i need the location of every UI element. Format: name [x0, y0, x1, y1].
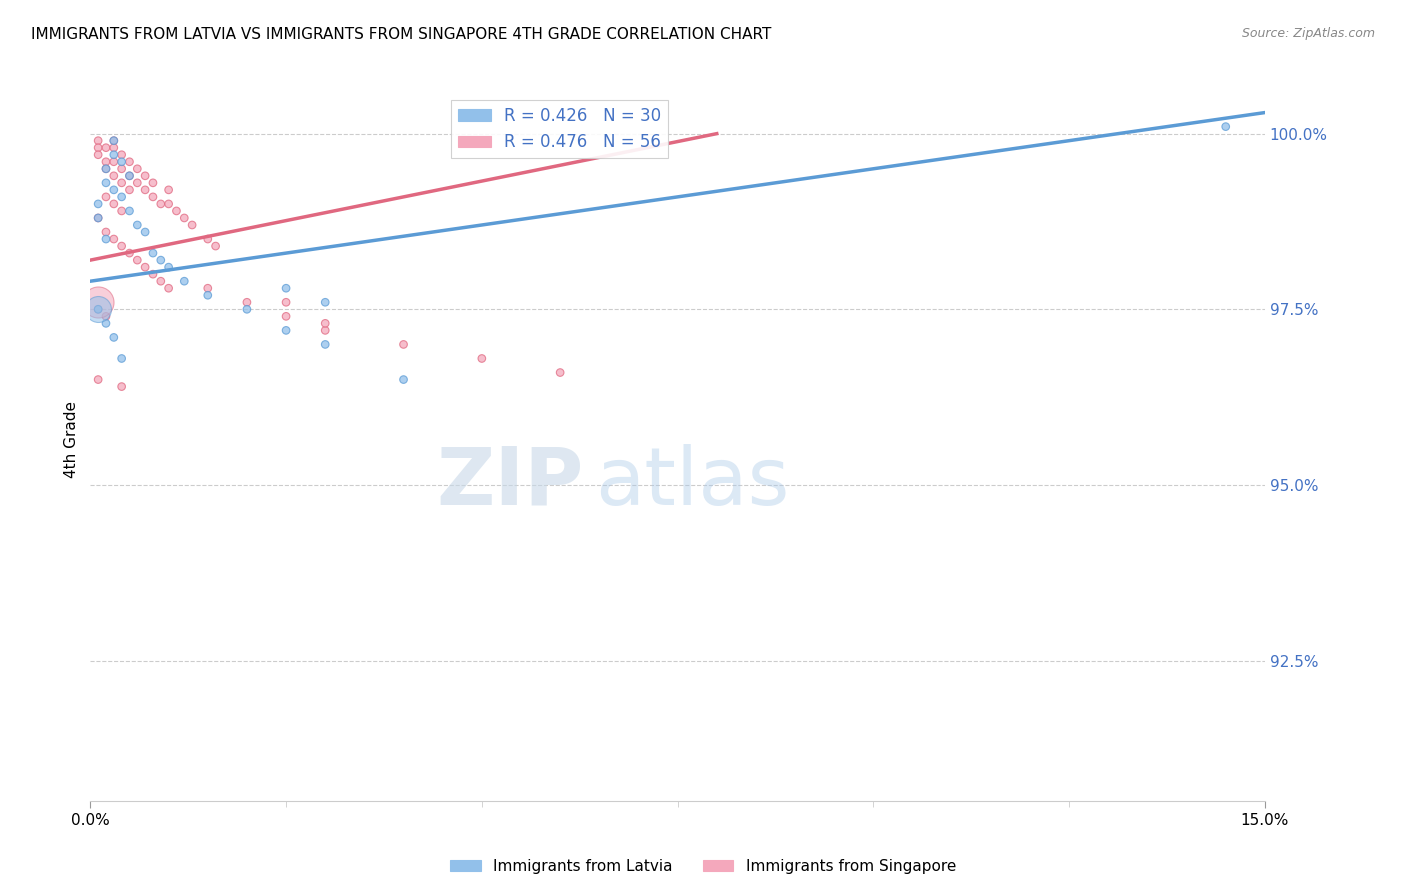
Point	[87, 373, 110, 387]
Point	[103, 197, 125, 211]
Point	[94, 225, 117, 239]
Point	[471, 351, 494, 366]
Point	[103, 147, 125, 161]
Point	[274, 310, 297, 324]
Point	[392, 373, 415, 387]
Point	[142, 190, 165, 204]
Point	[127, 253, 149, 268]
Legend: R = 0.426   N = 30, R = 0.476   N = 56: R = 0.426 N = 30, R = 0.476 N = 56	[451, 100, 668, 158]
Point	[173, 274, 195, 288]
Point	[103, 134, 125, 148]
Point	[111, 161, 134, 176]
Point	[94, 317, 117, 331]
Point	[314, 337, 336, 351]
Text: atlas: atlas	[595, 443, 790, 522]
Point	[111, 154, 134, 169]
Point	[111, 379, 134, 393]
Point	[157, 281, 180, 295]
Y-axis label: 4th Grade: 4th Grade	[65, 401, 79, 478]
Point	[134, 225, 156, 239]
Point	[118, 246, 141, 260]
Point	[87, 302, 110, 317]
Point	[118, 183, 141, 197]
Point	[111, 190, 134, 204]
Point	[142, 246, 165, 260]
Point	[1215, 120, 1237, 134]
Point	[87, 295, 110, 310]
Point	[274, 323, 297, 337]
Point	[103, 134, 125, 148]
Text: ZIP: ZIP	[436, 443, 583, 522]
Point	[94, 190, 117, 204]
Point	[127, 218, 149, 232]
Point	[274, 295, 297, 310]
Point	[314, 295, 336, 310]
Point	[127, 176, 149, 190]
Point	[87, 134, 110, 148]
Point	[94, 176, 117, 190]
Point	[157, 260, 180, 274]
Point	[103, 141, 125, 155]
Point	[204, 239, 226, 253]
Point	[111, 176, 134, 190]
Point	[111, 203, 134, 218]
Point	[134, 260, 156, 274]
Point	[103, 232, 125, 246]
Point	[94, 232, 117, 246]
Point	[118, 203, 141, 218]
Point	[94, 141, 117, 155]
Point	[149, 197, 172, 211]
Text: IMMIGRANTS FROM LATVIA VS IMMIGRANTS FROM SINGAPORE 4TH GRADE CORRELATION CHART: IMMIGRANTS FROM LATVIA VS IMMIGRANTS FRO…	[31, 27, 772, 42]
Point	[87, 302, 110, 317]
Point	[94, 161, 117, 176]
Point	[103, 154, 125, 169]
Point	[142, 267, 165, 281]
Point	[94, 154, 117, 169]
Point	[87, 141, 110, 155]
Point	[87, 197, 110, 211]
Point	[149, 274, 172, 288]
Point	[274, 281, 297, 295]
Point	[197, 281, 219, 295]
Point	[314, 323, 336, 337]
Point	[197, 232, 219, 246]
Point	[87, 211, 110, 225]
Point	[103, 330, 125, 344]
Point	[94, 310, 117, 324]
Point	[94, 161, 117, 176]
Point	[111, 239, 134, 253]
Point	[118, 169, 141, 183]
Point	[111, 351, 134, 366]
Point	[197, 288, 219, 302]
Point	[548, 366, 571, 380]
Point	[157, 183, 180, 197]
Point	[181, 218, 204, 232]
Point	[103, 183, 125, 197]
Point	[314, 317, 336, 331]
Point	[166, 203, 188, 218]
Text: Source: ZipAtlas.com: Source: ZipAtlas.com	[1241, 27, 1375, 40]
Point	[127, 161, 149, 176]
Legend: Immigrants from Latvia, Immigrants from Singapore: Immigrants from Latvia, Immigrants from …	[444, 853, 962, 880]
Point	[236, 302, 259, 317]
Point	[87, 211, 110, 225]
Point	[236, 295, 259, 310]
Point	[134, 183, 156, 197]
Point	[173, 211, 195, 225]
Point	[87, 302, 110, 317]
Point	[118, 154, 141, 169]
Point	[103, 169, 125, 183]
Point	[118, 169, 141, 183]
Point	[111, 147, 134, 161]
Point	[134, 169, 156, 183]
Point	[392, 337, 415, 351]
Point	[149, 253, 172, 268]
Point	[142, 176, 165, 190]
Point	[87, 147, 110, 161]
Point	[157, 197, 180, 211]
